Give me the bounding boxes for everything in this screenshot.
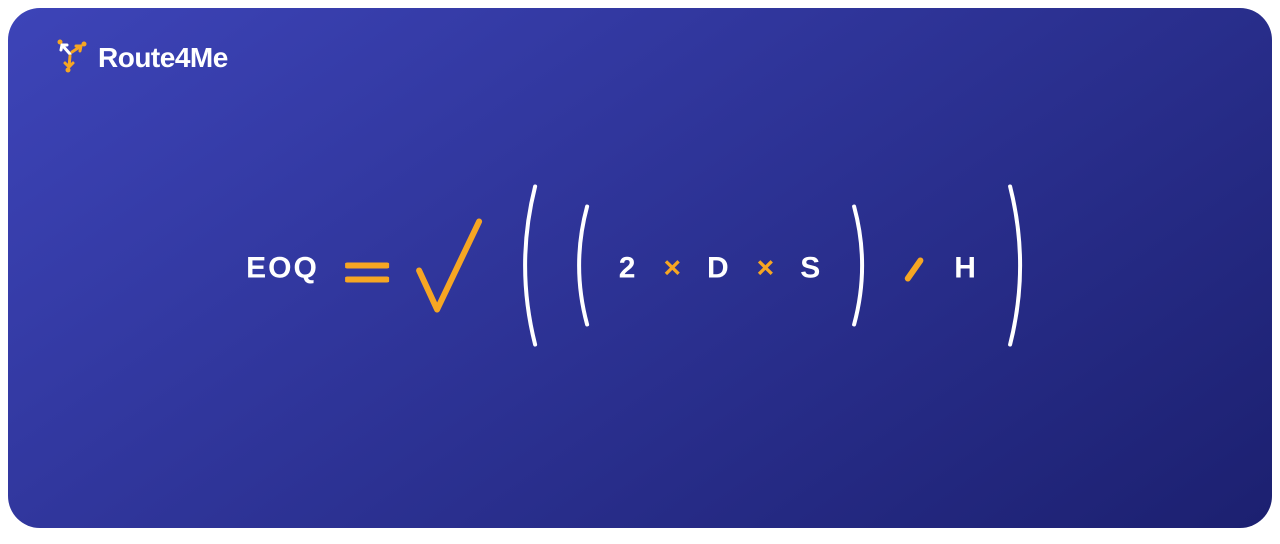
var-D: D xyxy=(707,251,731,285)
radical-sign xyxy=(415,216,485,321)
formula-lhs: EOQ xyxy=(246,251,319,285)
equals-sign xyxy=(345,240,389,296)
brand-logo: Route4Me xyxy=(50,34,228,81)
divide-slash xyxy=(900,259,928,277)
inner-paren-left xyxy=(567,201,593,336)
const-2: 2 xyxy=(619,251,638,285)
times-2: × xyxy=(757,253,775,283)
var-S: S xyxy=(800,251,822,285)
formula-card: Route4Me EOQ 2 × D × xyxy=(8,8,1272,528)
var-H: H xyxy=(954,251,978,285)
eoq-formula: EOQ 2 × D × S xyxy=(246,181,1034,356)
times-1: × xyxy=(663,253,681,283)
outer-paren-left xyxy=(511,181,541,356)
brand-text: Route4Me xyxy=(98,42,228,74)
outer-paren-right xyxy=(1004,181,1034,356)
inner-paren-right xyxy=(848,201,874,336)
route4me-icon xyxy=(50,34,92,81)
